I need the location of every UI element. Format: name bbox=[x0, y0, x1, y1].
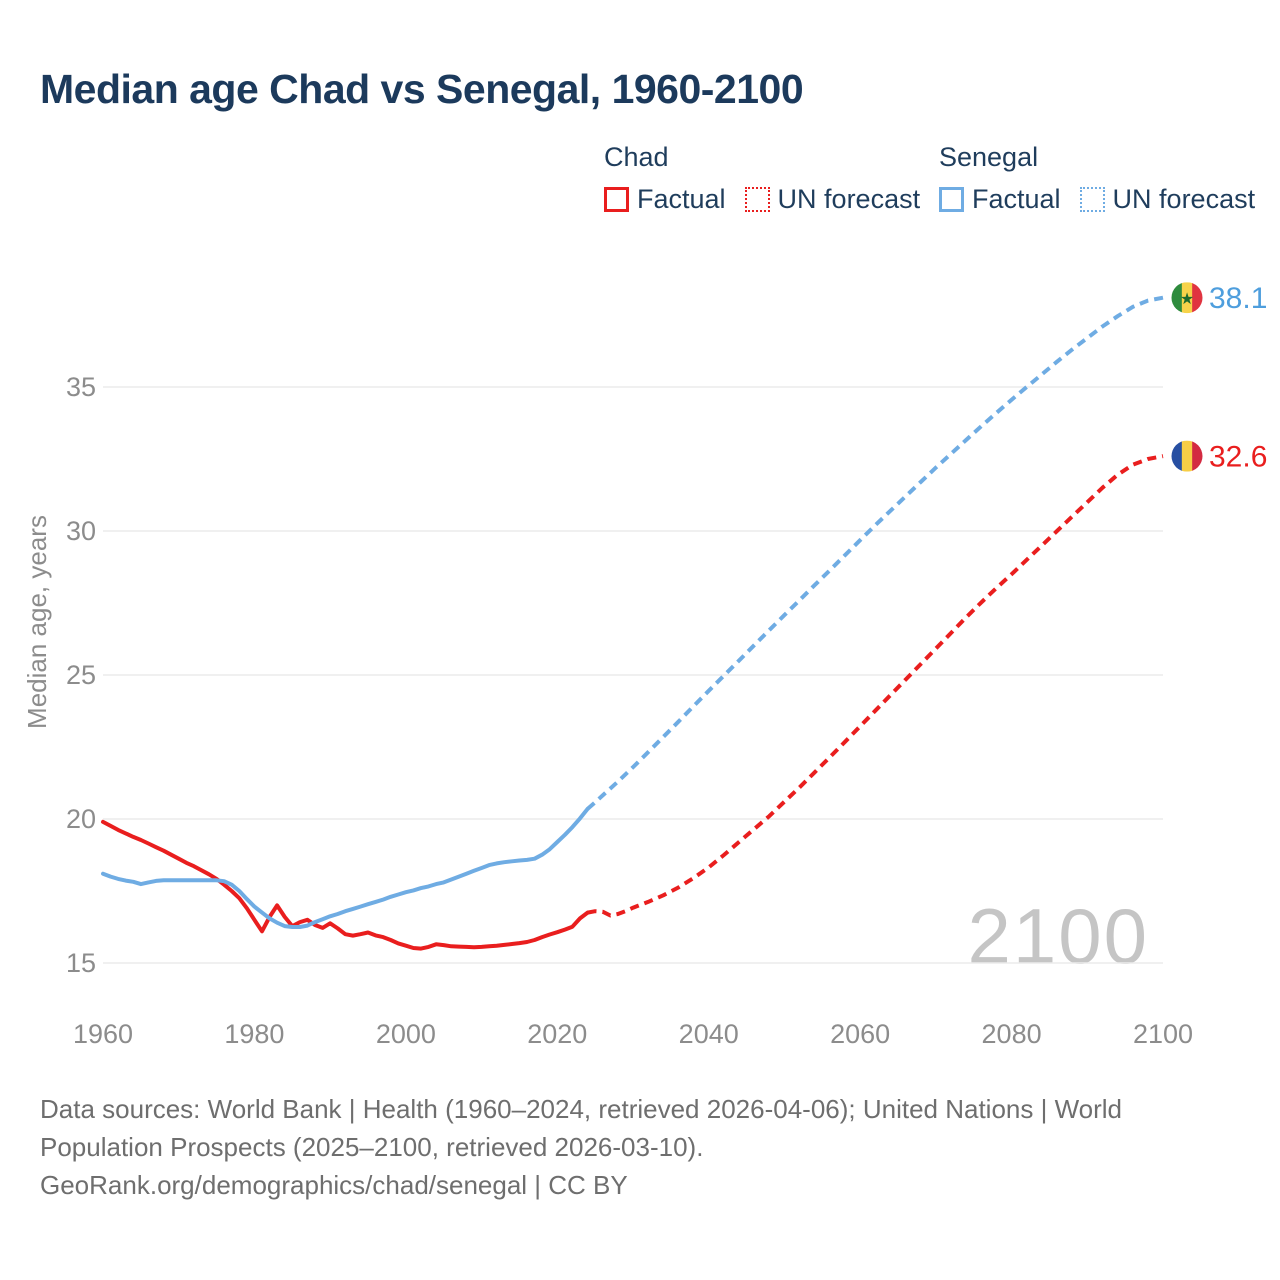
senegal-dotted-swatch-icon bbox=[1079, 187, 1105, 212]
footer: Data sources: World Bank | Health (1960–… bbox=[40, 1090, 1240, 1204]
footer-attribution: GeoRank.org/demographics/chad/senegal | … bbox=[40, 1170, 628, 1200]
svg-text:★: ★ bbox=[1180, 291, 1194, 308]
y-tick-30: 30 bbox=[66, 516, 96, 546]
legend-title-chad: Chad bbox=[604, 142, 669, 172]
senegal-solid-swatch-icon bbox=[939, 187, 964, 212]
legend-item-label: Factual bbox=[972, 184, 1061, 214]
chad-un-forecast-line bbox=[587, 454, 1164, 918]
x-tick-1960: 1960 bbox=[73, 1019, 133, 1049]
x-tick-2060: 2060 bbox=[830, 1019, 890, 1049]
footer-data-sources-line1: Data sources: World Bank | Health (1960–… bbox=[40, 1094, 1123, 1124]
x-tick-2000: 2000 bbox=[376, 1019, 436, 1049]
legend-item-label: UN forecast bbox=[1112, 184, 1256, 214]
legend-item-chad-factual[interactable]: Factual bbox=[604, 184, 726, 215]
y-tick-25: 25 bbox=[66, 660, 96, 690]
senegal-flag-icon: ★ bbox=[1171, 282, 1203, 314]
legend-item-label: Factual bbox=[637, 184, 726, 214]
x-tick-1980: 1980 bbox=[224, 1019, 284, 1049]
chad-flag-icon bbox=[1171, 440, 1203, 472]
x-tick-2020: 2020 bbox=[527, 1019, 587, 1049]
legend-item-senegal-factual[interactable]: Factual bbox=[939, 184, 1061, 215]
y-tick-35: 35 bbox=[66, 372, 96, 402]
senegal-un-forecast-line bbox=[586, 295, 1164, 811]
x-tick-2040: 2040 bbox=[679, 1019, 739, 1049]
legend-item-senegal-un-forecast[interactable]: UN forecast bbox=[1079, 184, 1256, 215]
y-tick-20: 20 bbox=[66, 804, 96, 834]
end-value-label-senegal: 38.1 bbox=[1209, 282, 1267, 315]
footer-data-sources-line2: Population Prospects (2025–2100, retriev… bbox=[40, 1132, 704, 1162]
page-title: Median age Chad vs Senegal, 1960-2100 bbox=[40, 66, 804, 112]
year-watermark: 2100 bbox=[967, 892, 1149, 980]
chad-dotted-swatch-icon bbox=[744, 187, 770, 212]
legend-group-senegal: Senegal Factual UN forecast bbox=[939, 142, 1274, 215]
x-tick-2100: 2100 bbox=[1133, 1019, 1193, 1049]
legend-item-chad-un-forecast[interactable]: UN forecast bbox=[744, 184, 921, 215]
legend-title-senegal: Senegal bbox=[939, 142, 1039, 172]
end-value-label-chad: 32.6 bbox=[1209, 441, 1267, 474]
x-tick-2080: 2080 bbox=[982, 1019, 1042, 1049]
y-axis-title: Median age, years bbox=[22, 515, 52, 729]
legend-item-label: UN forecast bbox=[777, 184, 921, 214]
senegal-factual-line bbox=[101, 806, 590, 929]
legend-group-chad: Chad Factual UN forecast bbox=[604, 142, 939, 215]
chad-solid-swatch-icon bbox=[604, 187, 629, 212]
y-tick-15: 15 bbox=[66, 948, 96, 978]
chad-factual-line bbox=[101, 819, 590, 951]
